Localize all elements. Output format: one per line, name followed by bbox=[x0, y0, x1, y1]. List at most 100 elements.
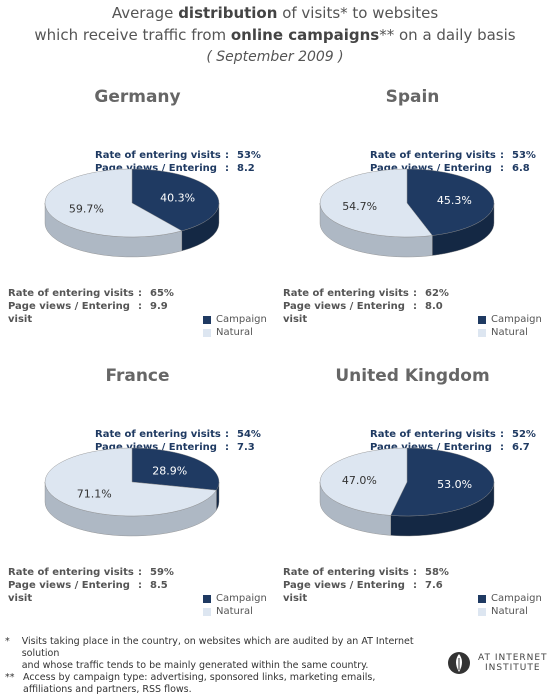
pie-slice-natural bbox=[44, 447, 217, 517]
country-title: France bbox=[105, 366, 170, 386]
stat-colon: : bbox=[138, 580, 142, 591]
legend-label: Natural bbox=[216, 606, 253, 617]
legend-label: Natural bbox=[491, 327, 528, 338]
leaf-icon bbox=[448, 652, 470, 674]
header-text: Average bbox=[111, 4, 179, 22]
legend-label: Campaign bbox=[491, 593, 542, 604]
legend-swatch-campaign bbox=[203, 315, 211, 324]
pie-slice-campaign bbox=[406, 168, 495, 236]
legend-item-natural: Natural bbox=[478, 326, 542, 339]
legend-label: Natural bbox=[216, 327, 253, 338]
legend: Campaign Natural bbox=[478, 592, 542, 618]
pie-label-natural: 71.1% bbox=[77, 488, 112, 501]
legend-swatch-natural bbox=[203, 607, 211, 616]
stat-colon: : bbox=[500, 150, 504, 161]
legend-label: Campaign bbox=[216, 593, 267, 604]
stat-label: Page views / Entering visit bbox=[283, 301, 405, 325]
stat-value: 65% bbox=[150, 288, 174, 299]
stat-label: Rate of entering visits bbox=[8, 567, 134, 578]
stat-value: 52% bbox=[512, 429, 536, 440]
pie-slice-campaign bbox=[390, 447, 495, 517]
chart-header: Average distribution of visits* to websi… bbox=[0, 2, 550, 68]
header-line-1: Average distribution of visits* to websi… bbox=[0, 2, 550, 24]
pie-label-campaign: 45.3% bbox=[437, 194, 472, 207]
stat-value: 7.3 bbox=[237, 442, 255, 453]
pie-slice-natural bbox=[44, 168, 183, 238]
pie-label-campaign: 40.3% bbox=[160, 191, 195, 204]
pie-slice-natural bbox=[319, 168, 433, 238]
pie-chart: 28.9% 71.1% bbox=[44, 447, 220, 537]
header-bold-text: distribution bbox=[178, 4, 278, 22]
header-text: which receive traffic from bbox=[34, 26, 231, 44]
legend-item-campaign: Campaign bbox=[203, 313, 267, 326]
stat-label: Rate of entering visits bbox=[370, 150, 496, 161]
stat-colon: : bbox=[225, 150, 229, 161]
pie-label-natural: 54.7% bbox=[342, 200, 377, 213]
legend-item-campaign: Campaign bbox=[203, 592, 267, 605]
footnote-1: * Visits taking place in the country, on… bbox=[4, 636, 424, 672]
stat-label: Page views / Entering visit bbox=[8, 580, 130, 604]
pie-label-natural: 59.7% bbox=[69, 203, 104, 216]
legend: Campaign Natural bbox=[203, 592, 267, 618]
stat-colon: : bbox=[225, 429, 229, 440]
footnote-line: and whose traffic tends to be mainly gen… bbox=[21, 660, 369, 671]
header-line-2: which receive traffic from online campai… bbox=[0, 24, 550, 46]
legend-label: Campaign bbox=[216, 314, 267, 325]
logo-line-2: INSTITUTE bbox=[485, 663, 541, 673]
legend-label: Natural bbox=[491, 606, 528, 617]
stat-colon: : bbox=[225, 163, 229, 174]
pie-panel: Spain Rate of entering visits:53% Page v… bbox=[275, 87, 550, 367]
footnote-mark: ** bbox=[5, 672, 15, 683]
legend-swatch-natural bbox=[478, 328, 486, 337]
stat-value: 9.9 bbox=[150, 301, 168, 312]
header-bold-text: online campaigns bbox=[230, 26, 380, 44]
pie-slice-natural bbox=[319, 447, 408, 516]
logo-line-1: AT INTERNET bbox=[478, 653, 548, 663]
stat-label: Rate of entering visits bbox=[95, 150, 221, 161]
footnotes: * Visits taking place in the country, on… bbox=[4, 636, 424, 696]
stat-colon: : bbox=[413, 288, 417, 299]
legend-item-campaign: Campaign bbox=[478, 313, 542, 326]
stat-label: Rate of entering visits bbox=[95, 429, 221, 440]
stat-value: 59% bbox=[150, 567, 174, 578]
legend-swatch-campaign bbox=[203, 594, 211, 603]
pie-chart: 53.0% 47.0% bbox=[319, 447, 495, 537]
legend-label: Campaign bbox=[491, 314, 542, 325]
pie-chart: 45.3% 54.7% bbox=[319, 168, 495, 258]
stat-colon: : bbox=[500, 163, 504, 174]
natural-stats: Rate of entering visits:62% Page views /… bbox=[283, 287, 449, 326]
stat-label: Rate of entering visits bbox=[283, 288, 409, 299]
stat-colon: : bbox=[138, 301, 142, 312]
footnote-line: affiliations and partners, RSS flows. bbox=[23, 684, 192, 695]
stat-value: 6.8 bbox=[512, 163, 530, 174]
footnote-2: ** Access by campaign type: advertising,… bbox=[4, 672, 424, 696]
legend-swatch-natural bbox=[203, 328, 211, 337]
stat-label: Page views / Entering visit bbox=[283, 580, 405, 604]
stat-value: 54% bbox=[237, 429, 261, 440]
at-internet-logo: AT INTERNET INSTITUTE bbox=[448, 650, 548, 676]
stat-value: 6.7 bbox=[512, 442, 530, 453]
stat-label: Rate of entering visits bbox=[370, 429, 496, 440]
footnote-line: Visits taking place in the country, on w… bbox=[21, 636, 414, 659]
country-title: Spain bbox=[385, 87, 440, 107]
stat-value: 62% bbox=[425, 288, 449, 299]
natural-stats: Rate of entering visits:65% Page views /… bbox=[8, 287, 174, 326]
header-text: ** on a daily basis bbox=[379, 26, 516, 44]
pie-label-campaign: 28.9% bbox=[152, 464, 187, 477]
stat-colon: : bbox=[413, 301, 417, 312]
legend-item-campaign: Campaign bbox=[478, 592, 542, 605]
stat-value: 8.0 bbox=[425, 301, 443, 312]
stat-label: Page views / Entering visit bbox=[8, 301, 130, 325]
legend-swatch-campaign bbox=[478, 315, 486, 324]
stat-colon: : bbox=[138, 567, 142, 578]
stat-colon: : bbox=[500, 429, 504, 440]
stat-label: Rate of entering visits bbox=[8, 288, 134, 299]
stat-value: 8.2 bbox=[237, 163, 255, 174]
pie-chart: 40.3% 59.7% bbox=[44, 168, 220, 258]
stat-value: 58% bbox=[425, 567, 449, 578]
legend-item-natural: Natural bbox=[203, 605, 267, 618]
stat-colon: : bbox=[413, 580, 417, 591]
legend-item-natural: Natural bbox=[478, 605, 542, 618]
pie-panel: United Kingdom Rate of entering visits:5… bbox=[275, 366, 550, 646]
pie-label-campaign: 53.0% bbox=[437, 478, 472, 491]
